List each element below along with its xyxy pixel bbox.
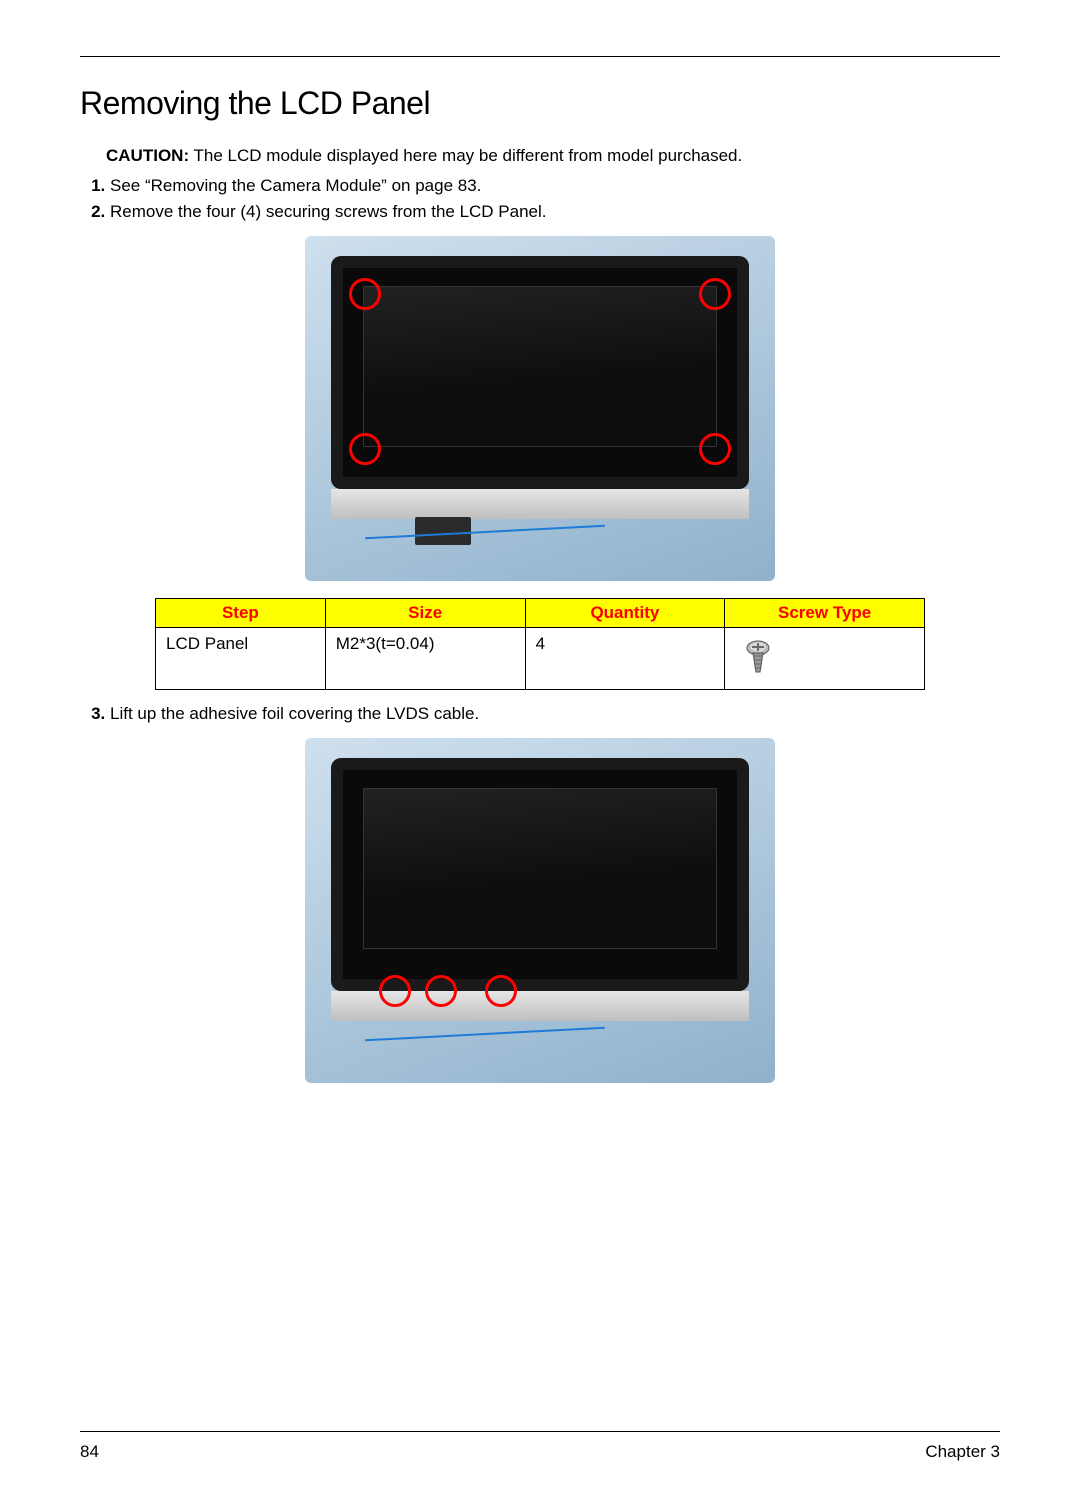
- caution-label: CAUTION:: [106, 146, 189, 165]
- screw-marker-icon: [699, 433, 731, 465]
- step-2-text: Remove the four (4) securing screws from…: [110, 202, 547, 221]
- td-step: LCD Panel: [156, 628, 326, 690]
- figure-2-wrap: [80, 738, 1000, 1088]
- page-title: Removing the LCD Panel: [80, 85, 1000, 122]
- lcd-screen-2: [363, 788, 717, 949]
- caution-line: CAUTION: The LCD module displayed here m…: [106, 146, 1000, 166]
- foil-marker-icon: [379, 975, 411, 1007]
- th-type: Screw Type: [725, 599, 925, 628]
- page: Removing the LCD Panel CAUTION: The LCD …: [0, 0, 1080, 1512]
- step-3-text: Lift up the adhesive foil covering the L…: [110, 704, 479, 723]
- th-size: Size: [325, 599, 525, 628]
- figure-1-wrap: [80, 236, 1000, 586]
- top-rule: [80, 56, 1000, 57]
- step-list-2: Lift up the adhesive foil covering the L…: [80, 704, 1000, 724]
- table-row: LCD Panel M2*3(t=0.04) 4: [156, 628, 925, 690]
- figure-1: [305, 236, 775, 581]
- step-1-text: See “Removing the Camera Module” on page…: [110, 176, 481, 195]
- screw-marker-icon: [349, 433, 381, 465]
- screw-marker-icon: [349, 278, 381, 310]
- step-1: See “Removing the Camera Module” on page…: [110, 176, 1000, 196]
- td-qty: 4: [525, 628, 725, 690]
- foil-marker-icon: [425, 975, 457, 1007]
- td-size: M2*3(t=0.04): [325, 628, 525, 690]
- footer-row: 84 Chapter 3: [80, 1442, 1000, 1462]
- step-2: Remove the four (4) securing screws from…: [110, 202, 1000, 222]
- table-header-row: Step Size Quantity Screw Type: [156, 599, 925, 628]
- lcd-bezel-2: [331, 758, 749, 991]
- chapter-label: Chapter 3: [925, 1442, 1000, 1462]
- td-type: [725, 628, 925, 690]
- lcd-screen: [363, 286, 717, 447]
- foil-marker-icon: [485, 975, 517, 1007]
- wire-blue-2: [365, 1003, 605, 1053]
- screw-icon: [735, 636, 914, 678]
- th-qty: Quantity: [525, 599, 725, 628]
- step-3: Lift up the adhesive foil covering the L…: [110, 704, 1000, 724]
- bottom-rule: [80, 1431, 1000, 1432]
- wire-blue: [365, 501, 605, 551]
- step-list: See “Removing the Camera Module” on page…: [80, 176, 1000, 222]
- page-number: 84: [80, 1442, 99, 1462]
- caution-text: The LCD module displayed here may be dif…: [194, 146, 743, 165]
- screw-table: Step Size Quantity Screw Type LCD Panel …: [155, 598, 925, 690]
- th-step: Step: [156, 599, 326, 628]
- lcd-bezel: [331, 256, 749, 489]
- screw-marker-icon: [699, 278, 731, 310]
- page-footer: 84 Chapter 3: [80, 1431, 1000, 1462]
- figure-2: [305, 738, 775, 1083]
